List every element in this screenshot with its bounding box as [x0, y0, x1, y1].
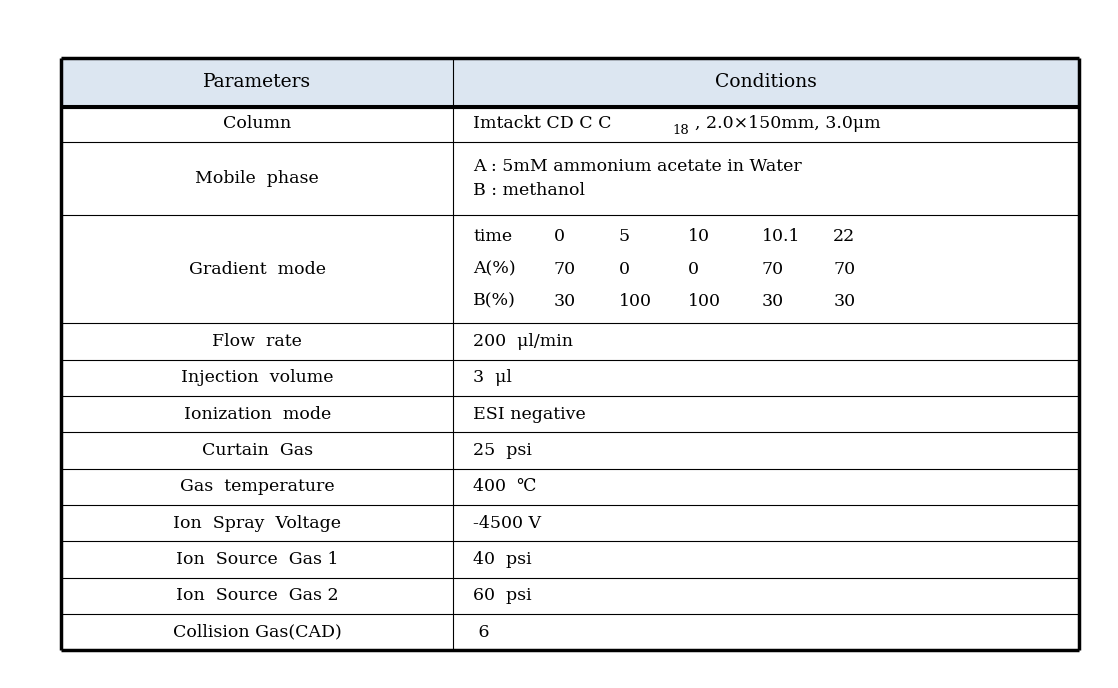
Text: 60  psi: 60 psi: [473, 588, 532, 604]
Text: 100: 100: [688, 292, 721, 310]
Text: Gas  temperature: Gas temperature: [180, 478, 334, 495]
Text: 30: 30: [833, 292, 855, 310]
Text: 10.1: 10.1: [761, 228, 800, 246]
Text: Ion  Source  Gas 2: Ion Source Gas 2: [176, 588, 339, 604]
Text: Mobile  phase: Mobile phase: [196, 170, 320, 186]
Text: 100: 100: [618, 292, 652, 310]
Text: Flow  rate: Flow rate: [212, 333, 302, 350]
Text: 70: 70: [833, 261, 855, 277]
Text: 0: 0: [618, 261, 629, 277]
Text: 70: 70: [553, 261, 576, 277]
Text: time: time: [473, 228, 512, 246]
Text: 5: 5: [618, 228, 629, 246]
Text: 30: 30: [553, 292, 576, 310]
Text: 25  psi: 25 psi: [473, 442, 532, 459]
Text: Collision Gas(CAD): Collision Gas(CAD): [173, 623, 342, 641]
Text: Imtackt CD C C: Imtackt CD C C: [473, 116, 612, 132]
Text: 3  μl: 3 μl: [473, 369, 512, 387]
Text: Curtain  Gas: Curtain Gas: [201, 442, 313, 459]
Text: Gradient  mode: Gradient mode: [189, 261, 325, 277]
Text: 6: 6: [473, 623, 490, 641]
Text: B(%): B(%): [473, 292, 517, 310]
Bar: [61, 58, 1079, 106]
Text: 0: 0: [688, 261, 699, 277]
Text: A : 5mM ammonium acetate in Water: A : 5mM ammonium acetate in Water: [473, 158, 802, 175]
Text: 70: 70: [761, 261, 784, 277]
Text: A(%): A(%): [473, 261, 515, 277]
Text: ESI negative: ESI negative: [473, 406, 586, 422]
Text: 22: 22: [833, 228, 855, 246]
Text: 0: 0: [553, 228, 565, 246]
Text: B : methanol: B : methanol: [473, 182, 586, 199]
Text: 200  μl/min: 200 μl/min: [473, 333, 574, 350]
Text: Injection  volume: Injection volume: [181, 369, 333, 387]
Text: Column: Column: [224, 116, 292, 132]
Text: Ion  Spray  Voltage: Ion Spray Voltage: [173, 515, 341, 532]
Text: 30: 30: [761, 292, 784, 310]
Text: Ion  Source  Gas 1: Ion Source Gas 1: [177, 551, 339, 568]
Text: Parameters: Parameters: [203, 73, 312, 91]
Text: -4500 V: -4500 V: [473, 515, 541, 532]
Text: 400  ℃: 400 ℃: [473, 478, 537, 495]
Text: 40  psi: 40 psi: [473, 551, 532, 568]
Text: Ionization  mode: Ionization mode: [183, 406, 331, 422]
Text: 18: 18: [672, 125, 689, 137]
Text: , 2.0×150mm, 3.0μm: , 2.0×150mm, 3.0μm: [694, 116, 880, 132]
Text: Conditions: Conditions: [716, 73, 817, 91]
Text: 10: 10: [688, 228, 710, 246]
